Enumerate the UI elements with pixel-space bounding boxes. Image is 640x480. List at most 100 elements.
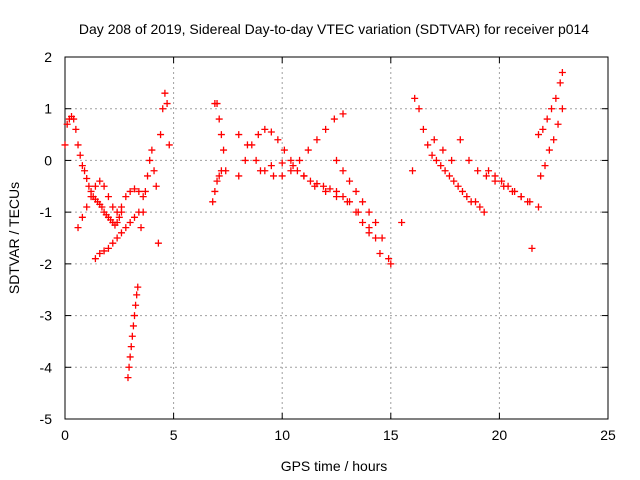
data-point <box>333 156 340 164</box>
data-point <box>217 167 225 175</box>
data-point <box>74 224 82 232</box>
x-tick-label: 25 <box>600 427 616 443</box>
data-point <box>322 125 330 133</box>
data-point <box>63 120 71 128</box>
x-tick-label: 10 <box>274 427 290 443</box>
data-point <box>411 94 419 102</box>
data-point <box>313 136 321 144</box>
data-point <box>430 136 438 144</box>
data-point <box>474 167 482 175</box>
data-point <box>146 156 154 164</box>
data-point <box>296 156 304 164</box>
data-point <box>278 159 286 167</box>
x-tick-label: 5 <box>170 427 178 443</box>
series-arc-3 <box>91 208 143 263</box>
x-tick-label: 20 <box>492 427 508 443</box>
data-point <box>511 187 519 195</box>
data-point <box>556 79 564 87</box>
data-point <box>326 185 334 193</box>
series-arc-4 <box>124 283 142 382</box>
data-point <box>387 260 395 268</box>
data-point <box>83 203 91 211</box>
data-point <box>304 146 312 154</box>
data-point <box>87 193 95 201</box>
data-point <box>83 175 91 183</box>
data-point <box>98 203 106 211</box>
y-axis-label: SDTVAR / TECUs <box>6 182 22 294</box>
data-point <box>122 224 130 232</box>
data-point <box>61 141 69 149</box>
series-arc-5 <box>137 89 173 247</box>
x-axis-label: GPS time / hours <box>281 458 388 474</box>
data-point <box>339 110 347 118</box>
data-point <box>137 224 145 232</box>
data-point <box>126 187 134 195</box>
data-point <box>385 255 393 263</box>
data-point <box>398 218 406 226</box>
data-point <box>482 172 490 180</box>
data-point <box>100 247 108 255</box>
data-point <box>432 156 440 164</box>
data-point <box>289 162 297 170</box>
data-point <box>131 213 139 221</box>
data-point <box>409 167 417 175</box>
data-point <box>141 187 149 195</box>
plot-frame <box>64 56 609 420</box>
grid <box>65 57 608 419</box>
data-point <box>352 187 360 195</box>
data-point <box>78 213 86 221</box>
data-point <box>428 151 436 159</box>
data-point <box>267 162 275 170</box>
data-point <box>354 208 362 216</box>
data-point <box>91 255 99 263</box>
data-point <box>139 193 147 201</box>
data-point <box>441 167 449 175</box>
data-point <box>220 146 228 154</box>
data-point <box>339 193 347 201</box>
series-arc-14 <box>485 167 532 206</box>
data-point <box>217 131 225 139</box>
data-point <box>211 187 219 195</box>
data-point <box>458 187 466 195</box>
data-point <box>558 105 566 113</box>
data-point <box>129 322 137 330</box>
data-point <box>485 167 493 175</box>
data-point <box>456 136 464 144</box>
y-tick-label: 0 <box>44 152 52 168</box>
data-point <box>537 172 545 180</box>
data-point <box>113 208 121 216</box>
data-point <box>109 239 117 247</box>
data-point <box>552 94 560 102</box>
axis-ticks: 0 5 10 15 20 25 -5 -4 -3 -2 -1 0 1 2 <box>40 49 616 443</box>
data-point <box>330 115 338 123</box>
data-point <box>159 105 167 113</box>
data-point <box>343 198 351 206</box>
data-point <box>319 182 327 190</box>
data-point <box>165 141 173 149</box>
data-point <box>213 100 221 108</box>
data-point <box>148 146 156 154</box>
data-point <box>524 198 532 206</box>
data-point <box>252 156 260 164</box>
data-point <box>163 100 171 108</box>
data-point <box>144 172 152 180</box>
data-point <box>480 208 488 216</box>
data-point <box>127 343 135 351</box>
data-point <box>70 115 78 123</box>
data-point <box>322 187 330 195</box>
data-point <box>96 250 104 258</box>
data-point <box>365 208 373 216</box>
data-point <box>241 156 249 164</box>
data-point <box>517 193 525 201</box>
data-point <box>372 218 380 226</box>
data-point <box>359 218 367 226</box>
data-point <box>548 105 556 113</box>
data-point <box>293 167 301 175</box>
series-arc-17 <box>537 105 566 180</box>
data-point <box>209 198 217 206</box>
data-point <box>139 208 147 216</box>
data-point <box>125 363 133 371</box>
data-point <box>504 182 512 190</box>
data-point <box>152 182 160 190</box>
